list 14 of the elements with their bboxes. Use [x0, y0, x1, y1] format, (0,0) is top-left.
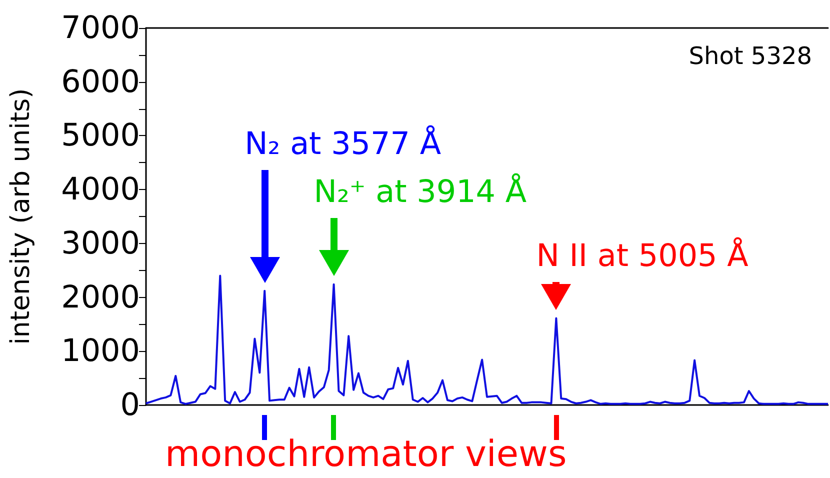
- y-tick-label: 2000: [61, 279, 140, 316]
- annotation: N₂ at 3577 Å: [244, 126, 442, 162]
- y-tick-label: 0: [120, 387, 140, 423]
- annotation: N₂⁺ at 3914 Å: [314, 174, 527, 210]
- y-axis-title: intensity (arb units): [6, 88, 36, 345]
- text: monochromator views: [165, 434, 567, 476]
- y-tick-label: 6000: [61, 64, 140, 100]
- y-tick-label: 3000: [61, 225, 140, 262]
- y-tick-label: 1000: [61, 333, 140, 370]
- annotation: N II at 5005 Å: [536, 238, 748, 274]
- y-tick-label: 5000: [61, 118, 140, 154]
- y-tick-label: 4000: [61, 172, 140, 208]
- y-tick-label: 7000: [61, 10, 140, 46]
- annotation: Shot 5328: [688, 42, 812, 70]
